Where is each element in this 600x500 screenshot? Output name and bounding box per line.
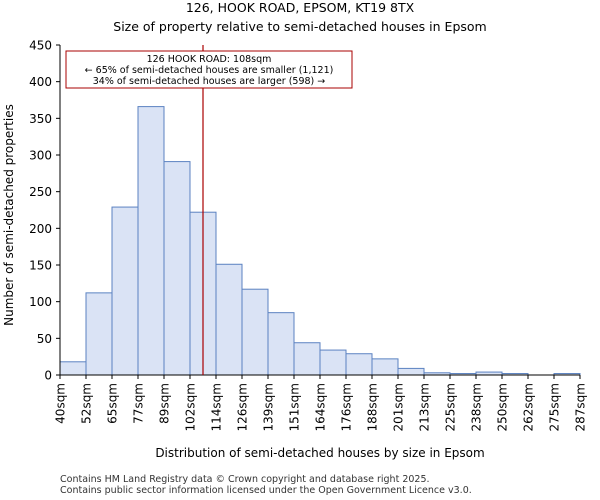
bar (371, 358, 399, 376)
footer-copyright: Contains HM Land Registry data © Crown c… (60, 474, 430, 485)
y-axis-label: Number of semi-detached properties (2, 104, 16, 326)
x-tick-label: 52sqm (80, 383, 94, 424)
x-tick-label: 201sqm (392, 383, 406, 431)
y-tick-label: 100 (29, 295, 52, 309)
bar (319, 349, 347, 376)
y-tick-label: 200 (29, 222, 52, 236)
bar (85, 292, 113, 376)
y-tick-label: 450 (29, 39, 52, 53)
x-axis-label: Distribution of semi-detached houses by … (155, 446, 484, 460)
property-marker: 126 HOOK ROAD: 108sqm← 65% of semi-detac… (65, 45, 353, 375)
x-tick-label: 250sqm (496, 383, 510, 431)
x-tick-label: 176sqm (340, 383, 354, 431)
bar (293, 342, 321, 376)
x-tick-label: 139sqm (262, 383, 276, 431)
bar (345, 353, 373, 376)
x-tick-label: 126sqm (236, 383, 250, 431)
y-tick-label: 0 (44, 369, 52, 383)
x-tick-label: 188sqm (366, 383, 380, 431)
x-tick-label: 89sqm (158, 383, 172, 424)
x-tick-label: 40sqm (54, 383, 68, 424)
bar (59, 361, 87, 376)
y-tick-label: 350 (29, 112, 52, 126)
footer-licence: Contains public sector information licen… (60, 485, 472, 496)
x-tick-label: 102sqm (184, 383, 198, 431)
x-tick-label: 287sqm (574, 383, 588, 431)
y-axis: 0 50 100 150 200 250 300 350 400 450 (29, 39, 61, 383)
bar (397, 367, 425, 376)
annotation-larger: 34% of semi-detached houses are larger (… (93, 76, 326, 87)
x-tick-label: 275sqm (548, 383, 562, 431)
x-tick-label: 77sqm (132, 383, 146, 424)
bar (241, 288, 269, 376)
x-axis: 40sqm 52sqm 65sqm 77sqm 89sqm 102sqm 114sqm 126… (54, 374, 588, 431)
y-tick-label: 250 (29, 185, 52, 199)
annotation-title: 126 HOOK ROAD: 108sqm (147, 54, 272, 65)
x-tick-label: 164sqm (314, 383, 328, 431)
chart-subtitle: Size of property relative to semi-detach… (113, 19, 486, 34)
y-tick-label: 300 (29, 149, 52, 163)
x-tick-label: 213sqm (418, 383, 432, 431)
chart-title: 126, HOOK ROAD, EPSOM, KT19 8TX (186, 0, 415, 15)
bar (137, 106, 165, 376)
y-tick-label: 150 (29, 259, 52, 273)
x-tick-label: 262sqm (522, 383, 536, 431)
y-tick-label: 50 (37, 332, 52, 346)
y-tick-label: 400 (29, 75, 52, 89)
x-tick-label: 151sqm (288, 383, 302, 431)
annotation-box (65, 50, 353, 89)
annotation-smaller: ← 65% of semi-detached houses are smalle… (85, 65, 334, 76)
bars-group (59, 106, 581, 376)
bar (267, 312, 295, 376)
x-tick-label: 114sqm (210, 383, 224, 431)
bar (111, 206, 139, 376)
bar (215, 263, 243, 376)
x-tick-label: 65sqm (106, 383, 120, 424)
x-tick-label: 238sqm (470, 383, 484, 431)
bar (163, 161, 191, 376)
x-tick-label: 225sqm (444, 383, 458, 431)
